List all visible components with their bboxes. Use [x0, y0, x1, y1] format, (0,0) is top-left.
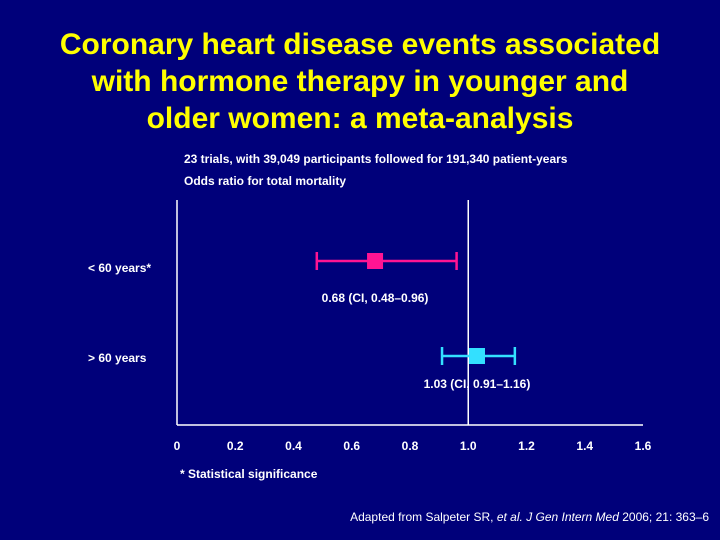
- x-tick-label: 1.0: [460, 439, 477, 453]
- row-label: > 60 years: [88, 351, 147, 365]
- source-prefix: Adapted from Salpeter SR,: [350, 510, 497, 524]
- x-tick-label: 0.2: [227, 439, 244, 453]
- estimate-annotation: 0.68 (CI, 0.48–0.96): [322, 291, 429, 305]
- point-estimate-marker: [469, 348, 485, 364]
- x-tick-label: 1.2: [518, 439, 535, 453]
- estimate-annotation: 1.03 (CI, 0.91–1.16): [424, 377, 531, 391]
- x-tick-label: 1.6: [635, 439, 652, 453]
- x-tick-label: 0.8: [402, 439, 419, 453]
- point-estimate-marker: [367, 253, 383, 269]
- x-tick-label: 0.4: [285, 439, 302, 453]
- x-tick-label: 1.4: [576, 439, 593, 453]
- row-label: < 60 years*: [88, 261, 151, 275]
- source-journal: J Gen Intern Med: [526, 510, 619, 524]
- x-tick-label: 0: [174, 439, 181, 453]
- source-etal: et al.: [497, 510, 523, 524]
- source-suffix: 2006; 21: 363–6: [619, 510, 709, 524]
- x-tick-label: 0.6: [343, 439, 360, 453]
- source-citation: Adapted from Salpeter SR, et al. J Gen I…: [350, 510, 709, 524]
- footnote: * Statistical significance: [180, 467, 317, 481]
